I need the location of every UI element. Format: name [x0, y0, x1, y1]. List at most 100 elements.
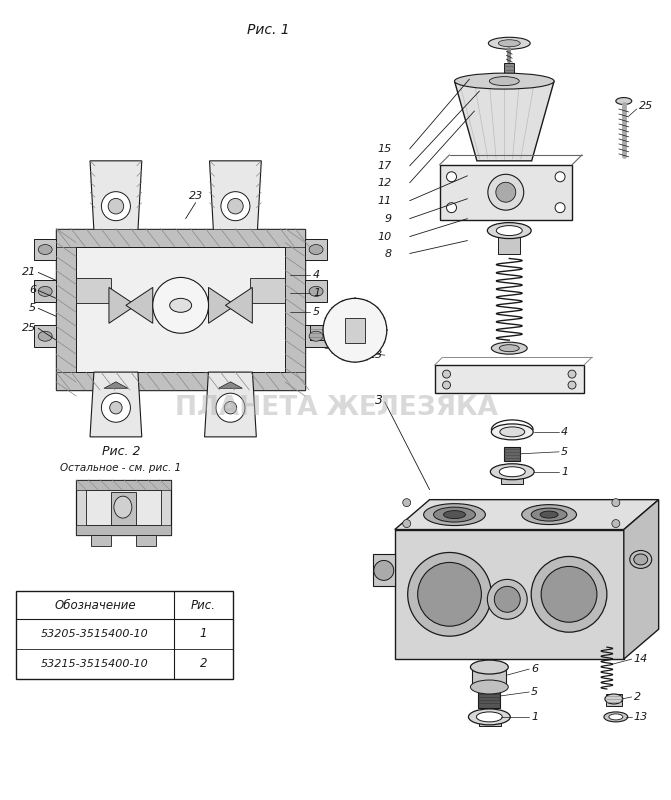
Circle shape [555, 202, 565, 213]
Polygon shape [109, 287, 136, 323]
Text: 4: 4 [561, 427, 568, 437]
Polygon shape [209, 287, 236, 323]
Circle shape [612, 498, 620, 506]
Bar [56, 372, 305, 390]
Ellipse shape [114, 496, 132, 518]
Ellipse shape [531, 508, 567, 521]
Ellipse shape [609, 714, 623, 720]
Bar [539, 510, 559, 519]
Circle shape [555, 172, 565, 182]
Bar [395, 530, 624, 659]
Ellipse shape [309, 245, 323, 254]
Bar [86, 490, 161, 525]
Bar [606, 694, 622, 706]
Polygon shape [90, 372, 142, 437]
Text: 53205-3515400-10: 53205-3515400-10 [41, 629, 149, 639]
Ellipse shape [476, 712, 503, 722]
Bar [440, 165, 572, 220]
Circle shape [224, 402, 237, 414]
Bar [505, 63, 514, 77]
Circle shape [403, 519, 411, 527]
Ellipse shape [470, 660, 508, 674]
Text: 1: 1 [531, 712, 538, 722]
Circle shape [568, 381, 576, 389]
Ellipse shape [489, 77, 519, 86]
Bar [472, 667, 507, 687]
Text: 4: 4 [313, 270, 320, 281]
Polygon shape [56, 229, 76, 390]
Text: 10: 10 [378, 231, 392, 242]
Ellipse shape [491, 342, 527, 354]
Text: 53215-3515400-10: 53215-3515400-10 [41, 659, 149, 669]
Text: 13: 13 [634, 712, 648, 722]
Polygon shape [104, 382, 128, 388]
Bar [505, 447, 520, 461]
Ellipse shape [423, 504, 485, 526]
Ellipse shape [444, 510, 466, 518]
Circle shape [446, 202, 456, 213]
Circle shape [221, 192, 250, 221]
Circle shape [216, 394, 245, 422]
Circle shape [531, 557, 607, 632]
Circle shape [487, 579, 527, 619]
Text: 14: 14 [368, 318, 382, 327]
Polygon shape [624, 500, 659, 659]
Circle shape [109, 402, 122, 414]
Text: 1: 1 [200, 627, 207, 640]
Polygon shape [126, 287, 153, 323]
Text: Остальное - см. рис. 1: Остальное - см. рис. 1 [60, 462, 181, 473]
Bar [305, 238, 327, 261]
Text: Рис.: Рис. [191, 598, 216, 611]
Bar [310, 326, 325, 340]
Text: 11: 11 [378, 196, 392, 206]
Ellipse shape [605, 694, 623, 704]
Ellipse shape [616, 98, 632, 105]
Text: 25: 25 [639, 101, 653, 111]
Bar [56, 229, 305, 246]
Bar [499, 235, 520, 254]
Bar [250, 278, 285, 303]
Polygon shape [395, 500, 659, 530]
Polygon shape [205, 372, 256, 437]
Circle shape [446, 172, 456, 182]
Ellipse shape [454, 73, 554, 89]
Text: ПЛАНЕТА ЖЕЛЕЗЯКА: ПЛАНЕТА ЖЕЛЕЗЯКА [174, 395, 497, 421]
Circle shape [488, 174, 524, 210]
Bar [111, 492, 136, 525]
Bar [56, 229, 305, 390]
Ellipse shape [38, 286, 52, 296]
Bar [501, 468, 523, 484]
Circle shape [408, 553, 491, 636]
Ellipse shape [433, 507, 476, 522]
Ellipse shape [604, 712, 628, 722]
Text: 14: 14 [634, 654, 648, 664]
Bar [437, 505, 450, 513]
Bar [34, 238, 56, 261]
Bar [136, 534, 156, 546]
Bar [76, 246, 285, 372]
Circle shape [374, 561, 394, 580]
Circle shape [101, 192, 130, 221]
Ellipse shape [499, 40, 520, 46]
Polygon shape [209, 161, 261, 230]
Bar [479, 712, 501, 726]
Text: 9: 9 [384, 214, 392, 224]
Text: 12: 12 [378, 178, 392, 188]
Polygon shape [454, 81, 554, 161]
Bar [76, 525, 170, 534]
Ellipse shape [487, 222, 531, 238]
Text: Рис. 2: Рис. 2 [101, 446, 140, 458]
Ellipse shape [468, 709, 510, 725]
Ellipse shape [309, 286, 323, 296]
Text: 5: 5 [29, 303, 36, 314]
Circle shape [612, 519, 620, 527]
Circle shape [108, 198, 123, 214]
Ellipse shape [38, 331, 52, 342]
Bar [76, 278, 111, 303]
Ellipse shape [540, 511, 558, 518]
Text: 6: 6 [531, 664, 538, 674]
Circle shape [568, 370, 576, 378]
Text: Рис. 1: Рис. 1 [247, 23, 290, 38]
Text: 13: 13 [368, 350, 382, 360]
Circle shape [101, 394, 130, 422]
